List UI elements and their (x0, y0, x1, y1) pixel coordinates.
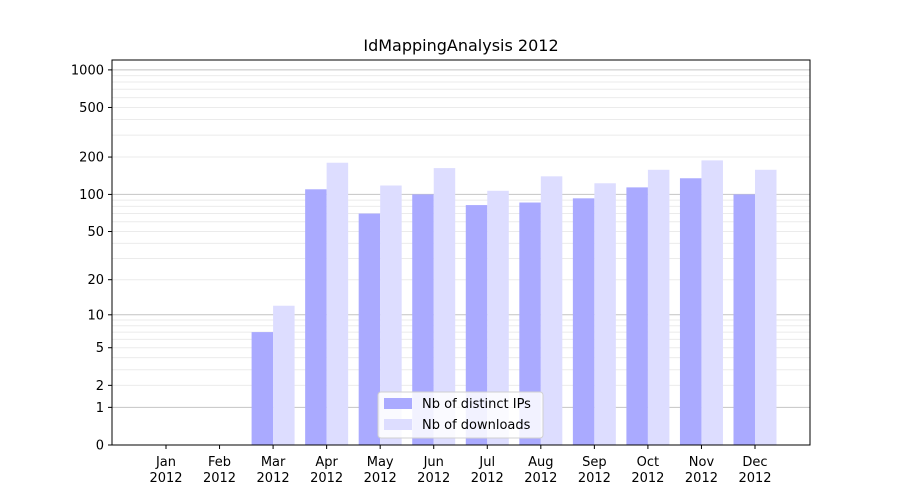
y-tick-label: 500 (79, 101, 104, 116)
x-tick-label: Jul 2012 (471, 455, 504, 486)
x-tick-label: Nov 2012 (685, 455, 718, 486)
plot-frame (111, 59, 811, 446)
legend: Nb of distinct IPs Nb of downloads (377, 391, 544, 439)
bar-ips (626, 187, 648, 445)
bar-downloads (380, 185, 402, 445)
legend-label: Nb of distinct IPs (422, 397, 531, 412)
bar-downloads (701, 160, 723, 446)
legend-label: Nb of downloads (422, 418, 531, 433)
y-tick-label: 10 (87, 308, 104, 323)
bar-downloads (273, 305, 295, 445)
x-tick-label: Mar 2012 (257, 455, 290, 486)
bar-downloads (540, 176, 563, 445)
bar-ips (358, 213, 381, 445)
bars (251, 160, 777, 446)
x-tick-label: Jun 2012 (417, 455, 450, 486)
bar-ips (679, 178, 702, 445)
x-tick-label: Feb 2012 (203, 455, 236, 486)
bar-ips (412, 194, 434, 445)
bar-downloads (433, 168, 456, 445)
x-tick-label: Aug 2012 (524, 455, 557, 486)
legend-swatch (384, 419, 412, 430)
y-axis: 0 1 2 5 10 20 50 100 200 500 1000 (71, 63, 112, 454)
x-tick-label: May 2012 (364, 455, 397, 486)
bar-downloads (594, 183, 616, 446)
y-tick-label: 5 (96, 341, 104, 356)
x-tick-label: Sep 2012 (578, 455, 611, 486)
y-tick-label: 1000 (71, 63, 104, 78)
bar-ips (305, 189, 327, 445)
legend-swatch (384, 398, 412, 409)
bar-downloads (647, 169, 670, 445)
x-tick-label: Dec 2012 (738, 455, 771, 486)
bar-ips (519, 202, 541, 445)
y-tick-label: 0 (96, 439, 104, 454)
bar-downloads (326, 162, 349, 446)
y-tick-label: 200 (79, 151, 104, 166)
bar-ips (251, 332, 274, 445)
y-tick-label: 1 (96, 401, 104, 416)
bar-ips (572, 198, 595, 445)
bar-ips (465, 205, 488, 445)
bar-ips (733, 194, 755, 445)
x-tick-label: Jan 2012 (149, 455, 182, 486)
x-tick-label: Apr 2012 (310, 455, 343, 486)
y-tick-label: 2 (96, 379, 104, 394)
bar-downloads (755, 169, 777, 445)
bar-downloads (487, 190, 509, 445)
x-axis: Jan 2012 Feb 2012 Mar 2012 Apr 2012 May 2012 Jun 20… (149, 445, 772, 486)
x-tick-label: Oct 2012 (631, 455, 664, 486)
y-tick-label: 20 (87, 273, 104, 288)
y-tick-label: 100 (79, 188, 104, 203)
legend-box (377, 391, 544, 439)
chart-title: IdMappingAnalysis 2012 (363, 36, 558, 55)
y-tick-label: 50 (87, 225, 104, 240)
